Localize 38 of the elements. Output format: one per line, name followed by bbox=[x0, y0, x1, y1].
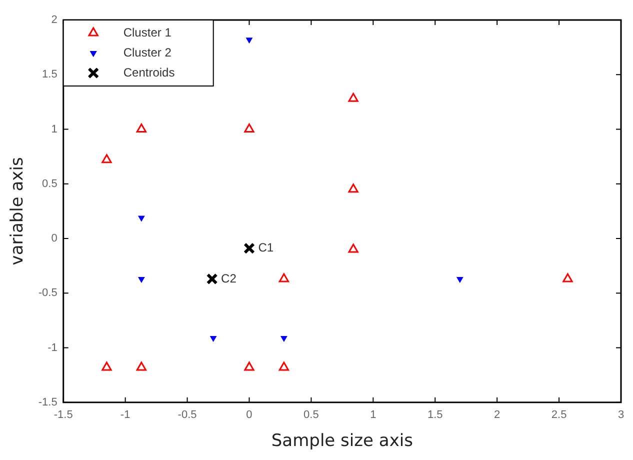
x-tick-label: 2.5 bbox=[551, 409, 567, 422]
point bbox=[102, 362, 112, 371]
annotation: C2 bbox=[221, 271, 237, 286]
point bbox=[136, 362, 147, 371]
point bbox=[562, 273, 573, 282]
y-tick-label: 0.5 bbox=[42, 178, 58, 190]
y-tick-label: 1.5 bbox=[42, 68, 58, 81]
annotation: C1 bbox=[258, 240, 274, 255]
y-tick-label: 2 bbox=[51, 14, 58, 26]
point bbox=[244, 362, 254, 371]
x-tick-label: -1 bbox=[120, 409, 130, 422]
point bbox=[244, 124, 254, 133]
legend-label: Cluster 1 bbox=[123, 25, 172, 40]
point bbox=[278, 273, 290, 282]
x-tick-label: -0.5 bbox=[178, 409, 197, 422]
x-tick-label: 2 bbox=[494, 409, 500, 422]
x-tick-label: 3 bbox=[618, 409, 624, 422]
y-tick-label: -1.5 bbox=[38, 396, 58, 408]
point bbox=[278, 362, 290, 371]
y-axis-title: variable axis bbox=[8, 157, 28, 266]
x-tick-label: 1.5 bbox=[427, 409, 443, 422]
x-tick-label: 0 bbox=[246, 409, 252, 422]
y-tick-label: -1 bbox=[48, 342, 58, 354]
point bbox=[243, 242, 255, 254]
point bbox=[348, 92, 358, 102]
legend-label: Cluster 2 bbox=[123, 45, 172, 60]
point bbox=[348, 244, 358, 253]
y-tick-label: -0.5 bbox=[38, 287, 58, 300]
point bbox=[348, 184, 358, 193]
point bbox=[136, 124, 147, 133]
legend-label: Centroids bbox=[123, 65, 175, 80]
x-axis-title: Sample size axis bbox=[271, 431, 414, 452]
x-tick-label: 0.5 bbox=[304, 409, 319, 422]
y-tick-label: 1 bbox=[51, 123, 58, 136]
point bbox=[102, 154, 112, 164]
x-tick-label: 1 bbox=[370, 409, 376, 422]
point bbox=[206, 273, 218, 285]
y-tick-label: 0 bbox=[51, 232, 58, 245]
